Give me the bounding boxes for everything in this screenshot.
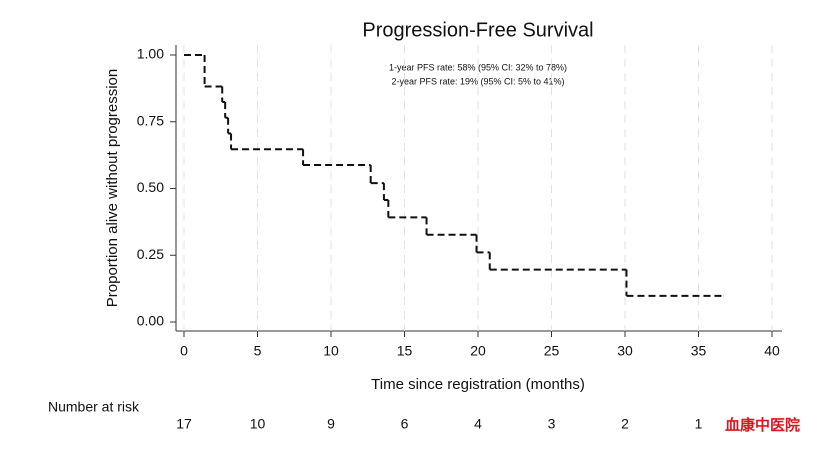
x-tick-label: 0 bbox=[180, 343, 188, 359]
x-tick-label: 15 bbox=[397, 343, 413, 359]
annotation: 1-year PFS rate: 58% (95% CI: 32% to 78%… bbox=[389, 62, 567, 72]
risk-count: 9 bbox=[327, 416, 335, 432]
y-tick-label: 0.75 bbox=[137, 112, 164, 128]
risk-count: 10 bbox=[250, 416, 266, 432]
risk-count: 3 bbox=[548, 416, 556, 432]
y-axis-label: Proportion alive without progression bbox=[104, 69, 121, 307]
x-axis-label: Time since registration (months) bbox=[371, 376, 585, 393]
x-tick-label: 40 bbox=[764, 343, 780, 359]
risk-count: 2 bbox=[621, 416, 629, 432]
x-tick-label: 20 bbox=[470, 343, 486, 359]
annotation: 2-year PFS rate: 19% (95% CI: 5% to 41%) bbox=[391, 76, 564, 86]
risk-count: 4 bbox=[474, 416, 482, 432]
risk-table-label: Number at risk bbox=[48, 399, 140, 415]
y-tick-label: 0.00 bbox=[137, 313, 164, 329]
x-tick-label: 10 bbox=[323, 343, 339, 359]
risk-count: 6 bbox=[401, 416, 409, 432]
x-tick-label: 5 bbox=[254, 343, 262, 359]
risk-count: 1 bbox=[695, 416, 703, 432]
x-tick-label: 35 bbox=[691, 343, 707, 359]
x-tick-label: 25 bbox=[544, 343, 560, 359]
x-tick-label: 30 bbox=[617, 343, 633, 359]
y-tick-label: 0.25 bbox=[137, 246, 164, 262]
y-tick-label: 1.00 bbox=[137, 46, 164, 62]
chart-title: Progression-Free Survival bbox=[362, 19, 593, 41]
y-tick-label: 0.50 bbox=[137, 179, 164, 195]
watermark: 血康中医院 bbox=[725, 416, 800, 434]
risk-count: 17 bbox=[176, 416, 192, 432]
